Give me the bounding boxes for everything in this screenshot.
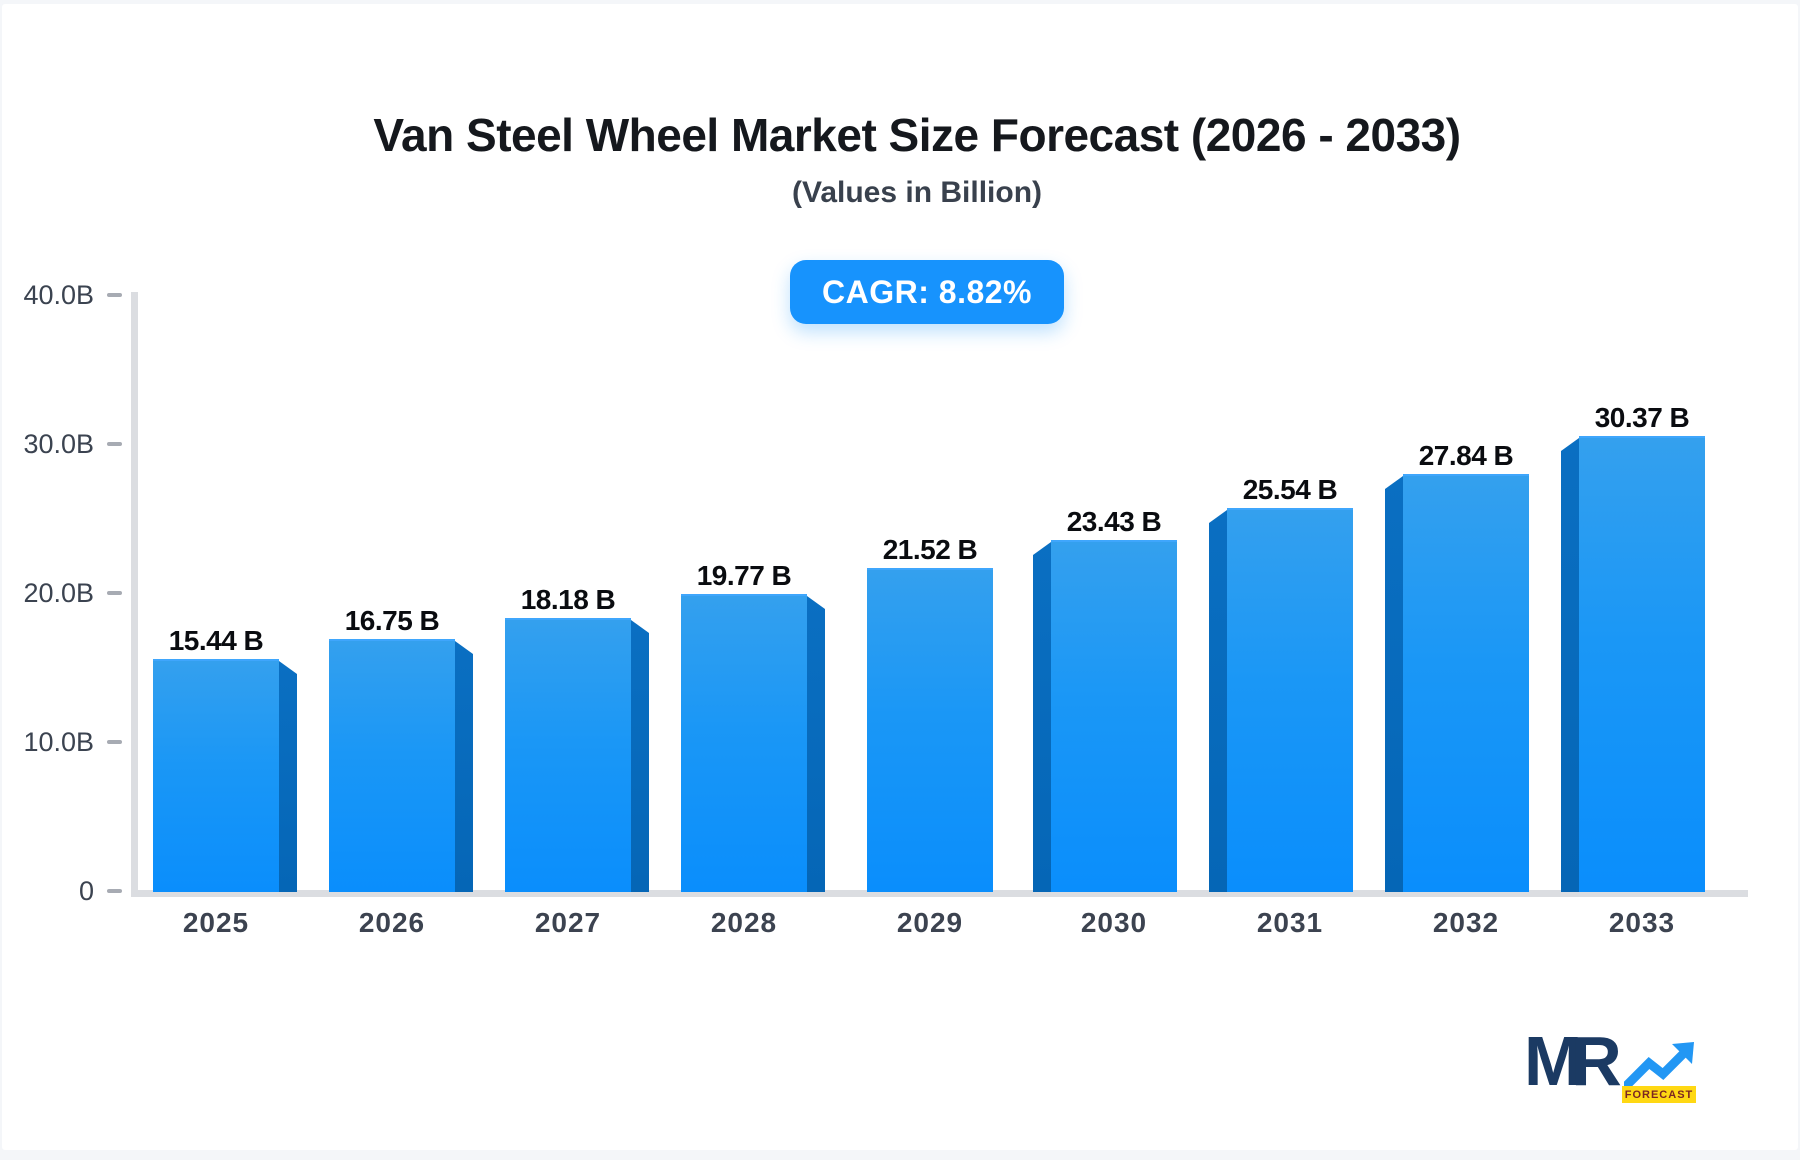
y-axis-tick: [107, 442, 122, 446]
bar-2028: [681, 594, 807, 892]
bar-side-2031: [1209, 510, 1227, 892]
bar-value-label-2031: 25.54 B: [1242, 474, 1338, 505]
y-axis-label-30.0B: 30.0B: [23, 429, 94, 459]
bar-value-label-2030: 23.43 B: [1066, 506, 1162, 537]
bar-2027: [505, 618, 631, 892]
bar-value-label-2026: 16.75 B: [344, 605, 440, 636]
logo-mr-text: MR: [1524, 1022, 1622, 1100]
bar-side-2025: [279, 661, 297, 892]
bar-side-2026: [455, 641, 473, 892]
bar-2026: [329, 639, 455, 892]
bar-value-label-2027: 18.18 B: [520, 584, 616, 615]
bar-value-label-2029: 21.52 B: [882, 534, 978, 565]
chart-title: Van Steel Wheel Market Size Forecast (20…: [373, 109, 1461, 161]
chart-card: Van Steel Wheel Market Size Forecast (20…: [2, 4, 1798, 1150]
x-axis-label-2029: 2029: [896, 907, 964, 938]
y-axis-label-0: 0: [78, 876, 94, 906]
x-axis-label-2025: 2025: [182, 907, 250, 938]
bar-value-label-2033: 30.37 B: [1594, 402, 1690, 433]
y-axis-tick: [107, 889, 122, 893]
bar-value-label-2032: 27.84 B: [1418, 440, 1514, 471]
mr-forecast-logo: MR FORECAST: [1524, 1026, 1709, 1104]
bar-2025: [153, 659, 279, 892]
chart-subtitle: (Values in Billion): [791, 176, 1043, 209]
y-axis-label-40.0B: 40.0B: [23, 280, 94, 310]
y-axis-label-10.0B: 10.0B: [23, 727, 94, 757]
y-axis-tick: [107, 591, 122, 595]
x-axis-label-2028: 2028: [710, 907, 778, 938]
x-axis-label-2027: 2027: [534, 907, 602, 938]
x-axis-label-2033: 2033: [1608, 907, 1676, 938]
bar-side-2032: [1385, 476, 1403, 892]
bar-2030: [1051, 540, 1177, 892]
y-axis-line: [131, 292, 138, 892]
bar-2029: [867, 568, 993, 892]
x-axis-line: [131, 890, 1748, 897]
bar-2031: [1227, 508, 1353, 892]
y-axis-tick: [107, 293, 122, 297]
x-axis-label-2026: 2026: [358, 907, 426, 938]
y-axis-label-20.0B: 20.0B: [23, 578, 94, 608]
y-axis-tick: [107, 740, 122, 744]
bar-value-label-2025: 15.44 B: [168, 625, 264, 656]
bar-side-2033: [1561, 438, 1579, 892]
trend-arrow-icon: [1624, 1042, 1694, 1088]
x-axis-label-2031: 2031: [1256, 907, 1324, 938]
logo-forecast-text: FORECAST: [1624, 1088, 1694, 1101]
bar-2032: [1403, 474, 1529, 892]
bar-value-label-2028: 19.77 B: [696, 560, 792, 591]
cagr-badge-label: CAGR: 8.82%: [822, 273, 1032, 310]
x-axis-label-2032: 2032: [1432, 907, 1500, 938]
bar-side-2028: [807, 596, 825, 892]
bar-chart: 40.0B 30.0B 20.0B 10.0B 0 15.44 B 2025 16.75 B 2…: [2, 4, 1800, 1160]
cagr-badge: CAGR: 8.82%: [790, 260, 1064, 324]
bar-2033: [1579, 436, 1705, 892]
logo-forecast-badge: FORECAST: [1622, 1086, 1696, 1103]
bar-side-2027: [631, 620, 649, 892]
bar-side-2030: [1033, 542, 1051, 892]
x-axis-label-2030: 2030: [1080, 907, 1148, 938]
